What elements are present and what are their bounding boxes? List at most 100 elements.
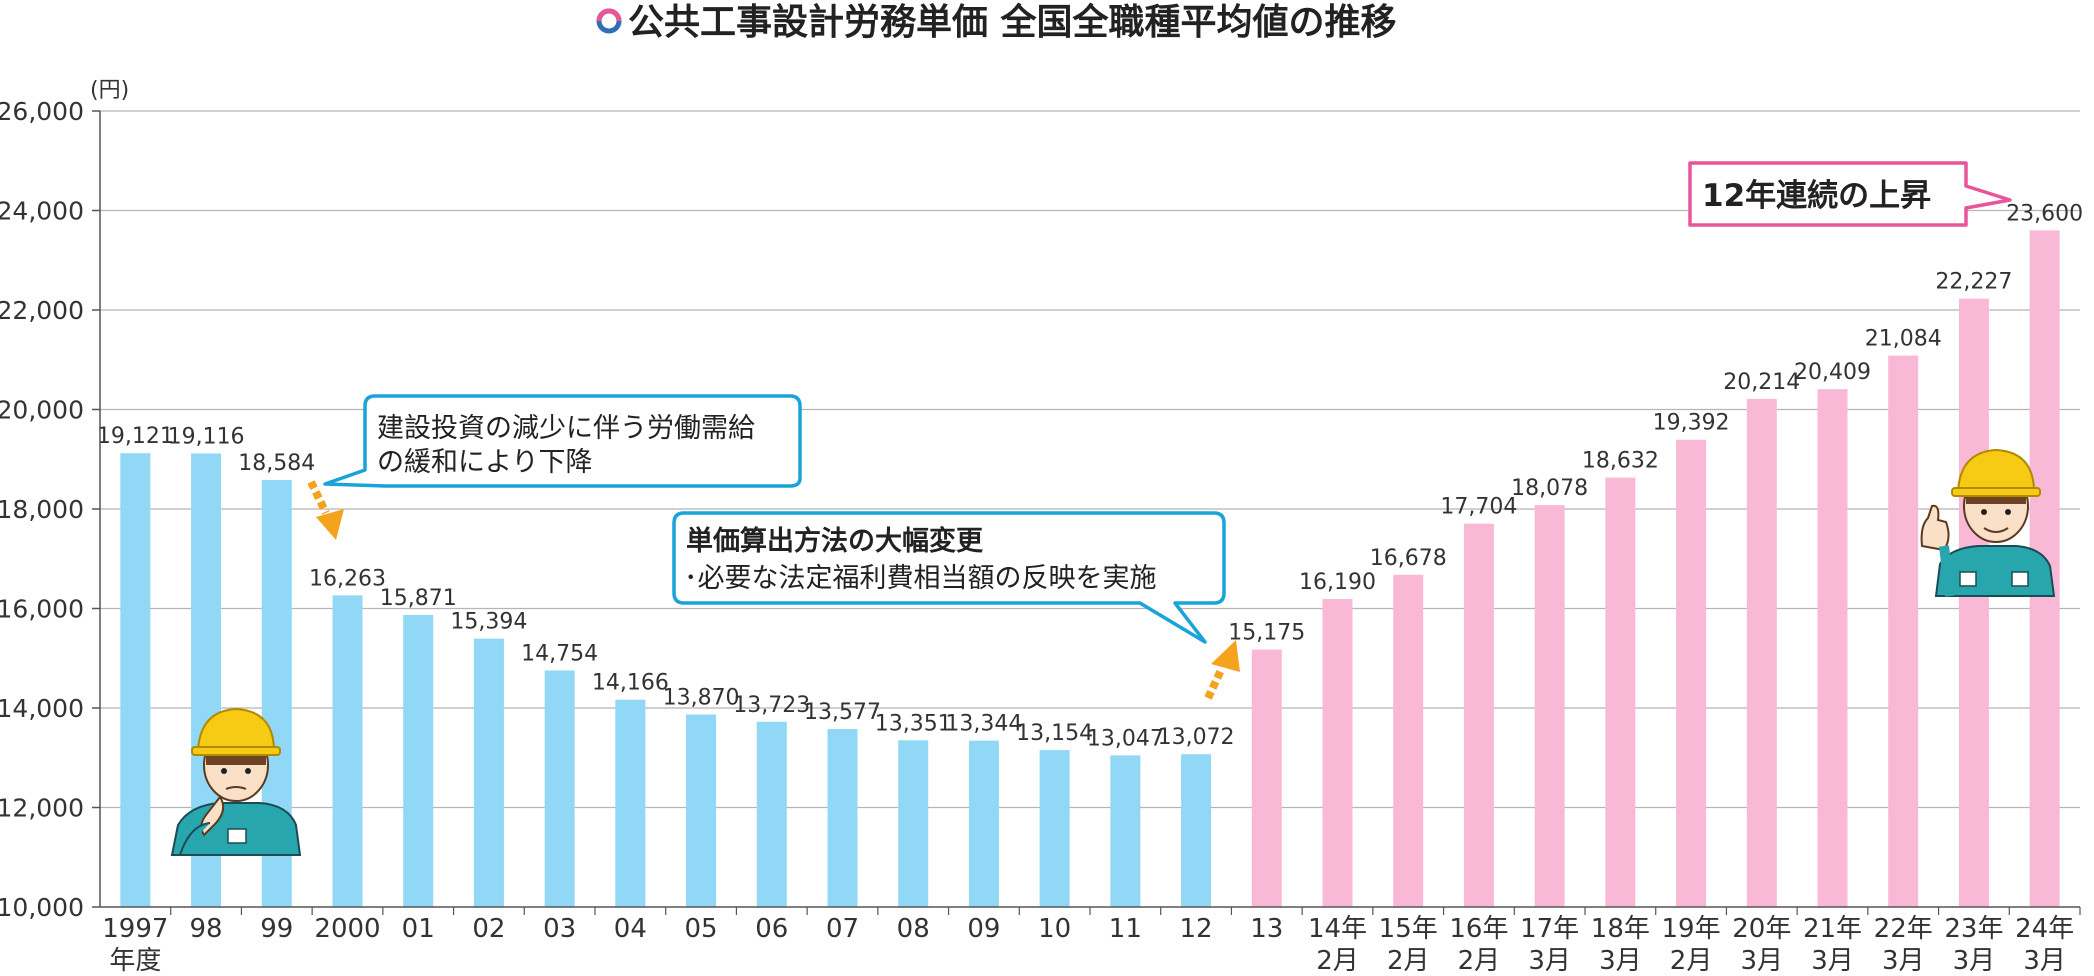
x-tick-label: 2月 bbox=[1670, 946, 1713, 976]
bar bbox=[120, 453, 151, 907]
value-label: 18,632 bbox=[1582, 449, 1659, 474]
bar bbox=[1181, 754, 1212, 907]
y-tick-label: 26,000 bbox=[0, 97, 84, 126]
bar bbox=[1746, 398, 1777, 907]
bar bbox=[1534, 505, 1565, 907]
value-label: 13,154 bbox=[1016, 721, 1093, 746]
bar bbox=[898, 740, 929, 907]
x-tick-label: 18年 bbox=[1591, 914, 1650, 944]
value-label: 22,227 bbox=[1935, 270, 2012, 295]
y-tick-label: 24,000 bbox=[0, 197, 84, 226]
x-tick-label: 11 bbox=[1109, 914, 1142, 944]
bar bbox=[1322, 599, 1353, 907]
y-tick-label: 16,000 bbox=[0, 595, 84, 624]
x-tick-label: 07 bbox=[826, 914, 859, 944]
x-tick-label: 04 bbox=[614, 914, 647, 944]
y-tick-label: 10,000 bbox=[0, 893, 84, 922]
x-tick-label: 02 bbox=[472, 914, 505, 944]
up-arrow-icon bbox=[1204, 640, 1240, 700]
x-tick-label: 15年 bbox=[1379, 914, 1438, 944]
value-label: 20,214 bbox=[1723, 370, 1800, 395]
y-tick-label: 20,000 bbox=[0, 396, 84, 425]
x-tick-label: 17年 bbox=[1520, 914, 1579, 944]
x-tick-label: 21年 bbox=[1803, 914, 1862, 944]
value-label: 13,351 bbox=[875, 711, 952, 736]
value-label: 19,121 bbox=[97, 424, 174, 449]
y-tick-label: 22,000 bbox=[0, 296, 84, 325]
x-tick-label: 06 bbox=[755, 914, 788, 944]
x-tick-label: 3月 bbox=[1741, 946, 1784, 976]
bar bbox=[1958, 298, 1989, 907]
x-tick-label: 12 bbox=[1180, 914, 1213, 944]
x-tick-label: 2月 bbox=[1387, 946, 1430, 976]
bar bbox=[968, 740, 999, 907]
value-label: 16,263 bbox=[309, 566, 386, 591]
method-change-callout: 単価算出方法の大幅変更 ･必要な法定福利費相当額の反映を実施 bbox=[672, 511, 1226, 644]
value-label: 18,078 bbox=[1511, 476, 1588, 501]
x-tick-label: 10 bbox=[1038, 914, 1071, 944]
value-label: 17,704 bbox=[1440, 495, 1517, 520]
x-tick-label: 05 bbox=[685, 914, 718, 944]
value-label: 15,394 bbox=[450, 610, 527, 635]
x-tick-label: 3月 bbox=[1811, 946, 1854, 976]
bar bbox=[1251, 649, 1282, 907]
decline-callout-line-1: 建設投資の減少に伴う労働需給 bbox=[377, 413, 755, 444]
bar bbox=[827, 729, 858, 907]
streak-badge-text: 12年連続の上昇 bbox=[1702, 178, 1931, 214]
bar bbox=[1039, 750, 1070, 907]
x-tick-label: 3月 bbox=[1882, 946, 1925, 976]
x-tick-label: 2月 bbox=[1316, 946, 1359, 976]
x-tick-label: 98 bbox=[190, 914, 223, 944]
value-label: 23,600 bbox=[2006, 201, 2083, 226]
bar bbox=[1393, 574, 1424, 907]
bar bbox=[1463, 523, 1494, 907]
bars bbox=[120, 230, 2060, 908]
x-tick-label: 13 bbox=[1250, 914, 1283, 944]
value-label: 19,392 bbox=[1653, 411, 1730, 436]
value-label: 13,723 bbox=[733, 693, 810, 718]
x-tick-label: 2000 bbox=[314, 914, 380, 944]
bar bbox=[756, 721, 787, 907]
x-tick-label: 3月 bbox=[1528, 946, 1571, 976]
value-label: 13,870 bbox=[663, 685, 740, 710]
y-tick-label: 14,000 bbox=[0, 694, 84, 723]
x-tick-label: 20年 bbox=[1732, 914, 1791, 944]
value-label: 21,084 bbox=[1865, 327, 1942, 352]
y-tick-label: 12,000 bbox=[0, 794, 84, 823]
worker-thumbs-up-icon bbox=[1920, 448, 2056, 597]
bar bbox=[1605, 477, 1636, 907]
value-label: 16,190 bbox=[1299, 570, 1376, 595]
bar bbox=[1888, 355, 1919, 907]
x-tick-label: 3月 bbox=[1953, 946, 1996, 976]
x-tick-label: 99 bbox=[260, 914, 293, 944]
chart-title: 公共工事設計労務単価 全国全職種平均値の推移 bbox=[628, 1, 1397, 43]
y-axis-unit: (円) bbox=[90, 78, 129, 103]
value-label: 13,344 bbox=[945, 712, 1022, 737]
x-tick-label: 08 bbox=[897, 914, 930, 944]
decline-callout: 建設投資の減少に伴う労働需給 の緩和により下降 bbox=[323, 394, 802, 488]
worker-thinking-icon bbox=[170, 707, 302, 856]
x-tick-label: 09 bbox=[967, 914, 1000, 944]
bar bbox=[544, 670, 575, 907]
bar bbox=[1110, 755, 1141, 907]
method-change-title: 単価算出方法の大幅変更 bbox=[686, 525, 984, 557]
bar bbox=[473, 638, 504, 907]
x-tick-label: 16年 bbox=[1449, 914, 1508, 944]
value-label: 15,175 bbox=[1228, 621, 1305, 646]
x-tick-label: 22年 bbox=[1874, 914, 1933, 944]
streak-badge: 12年連続の上昇 bbox=[1688, 161, 2012, 227]
value-label: 14,166 bbox=[592, 671, 669, 696]
x-tick-label: 3月 bbox=[1599, 946, 1642, 976]
x-tick-label: 1997 bbox=[102, 914, 168, 944]
method-change-detail: ･必要な法定福利費相当額の反映を実施 bbox=[684, 563, 1157, 594]
y-tick-label: 18,000 bbox=[0, 495, 84, 524]
x-tick-label: 24年 bbox=[2015, 914, 2074, 944]
bar bbox=[615, 699, 646, 907]
x-tick-label: 14年 bbox=[1308, 914, 1367, 944]
x-tick-label: 03 bbox=[543, 914, 576, 944]
value-label: 20,409 bbox=[1794, 360, 1871, 385]
